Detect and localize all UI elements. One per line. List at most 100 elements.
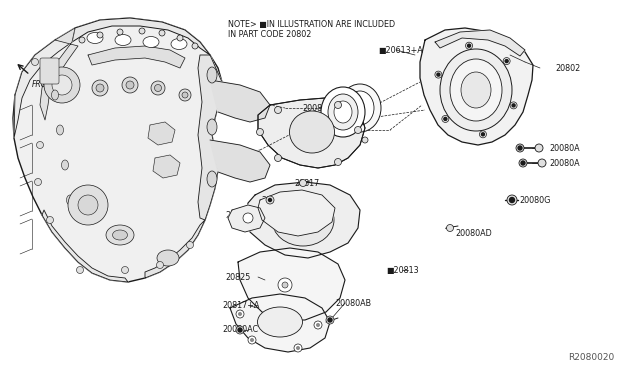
Circle shape bbox=[282, 282, 288, 288]
Polygon shape bbox=[258, 98, 365, 168]
Text: 20080B: 20080B bbox=[225, 211, 255, 219]
Circle shape bbox=[77, 266, 83, 273]
Circle shape bbox=[236, 326, 244, 334]
Text: ■20813: ■20813 bbox=[386, 266, 419, 275]
Text: 20080H: 20080H bbox=[302, 103, 333, 112]
Polygon shape bbox=[230, 294, 330, 352]
Circle shape bbox=[355, 126, 362, 134]
Circle shape bbox=[316, 323, 320, 327]
Circle shape bbox=[447, 224, 454, 231]
Ellipse shape bbox=[257, 307, 303, 337]
Circle shape bbox=[182, 92, 188, 98]
Polygon shape bbox=[153, 155, 180, 178]
Circle shape bbox=[44, 67, 80, 103]
Circle shape bbox=[236, 310, 244, 318]
Text: 20817: 20817 bbox=[294, 179, 319, 187]
Circle shape bbox=[31, 58, 38, 65]
Text: R2080020: R2080020 bbox=[568, 353, 614, 362]
Circle shape bbox=[519, 159, 527, 167]
Circle shape bbox=[68, 185, 108, 225]
Circle shape bbox=[362, 137, 368, 143]
Ellipse shape bbox=[207, 171, 217, 187]
Circle shape bbox=[122, 266, 129, 273]
Circle shape bbox=[275, 106, 282, 113]
Ellipse shape bbox=[450, 59, 502, 121]
Polygon shape bbox=[420, 28, 533, 145]
Circle shape bbox=[296, 346, 300, 350]
Circle shape bbox=[157, 262, 163, 269]
Polygon shape bbox=[148, 122, 175, 145]
Ellipse shape bbox=[207, 119, 217, 135]
Polygon shape bbox=[210, 140, 270, 182]
Circle shape bbox=[78, 195, 98, 215]
Circle shape bbox=[238, 328, 242, 332]
Text: 20080AF: 20080AF bbox=[261, 196, 296, 205]
Circle shape bbox=[179, 89, 191, 101]
Text: 20080AB: 20080AB bbox=[335, 298, 371, 308]
Text: 20080A: 20080A bbox=[549, 158, 580, 167]
Text: 20817+A: 20817+A bbox=[222, 301, 259, 311]
Circle shape bbox=[238, 312, 242, 316]
Text: 20080G: 20080G bbox=[519, 196, 550, 205]
Circle shape bbox=[126, 81, 134, 89]
Text: IN PART CODE 20802: IN PART CODE 20802 bbox=[228, 30, 312, 39]
Circle shape bbox=[335, 158, 342, 166]
Circle shape bbox=[510, 102, 517, 109]
Ellipse shape bbox=[339, 84, 381, 132]
Circle shape bbox=[151, 81, 165, 95]
Polygon shape bbox=[210, 80, 270, 122]
Circle shape bbox=[335, 102, 342, 109]
Circle shape bbox=[503, 58, 510, 65]
Circle shape bbox=[250, 338, 254, 342]
Ellipse shape bbox=[328, 94, 358, 130]
Circle shape bbox=[192, 43, 198, 49]
Circle shape bbox=[122, 77, 138, 93]
Ellipse shape bbox=[321, 87, 365, 137]
Text: ■20613+A: ■20613+A bbox=[378, 45, 423, 55]
Ellipse shape bbox=[56, 125, 63, 135]
Polygon shape bbox=[72, 18, 210, 55]
Text: 20825: 20825 bbox=[225, 273, 250, 282]
Circle shape bbox=[47, 217, 54, 224]
Circle shape bbox=[435, 71, 442, 78]
Circle shape bbox=[465, 42, 472, 49]
Circle shape bbox=[516, 144, 524, 152]
Circle shape bbox=[300, 180, 307, 186]
Ellipse shape bbox=[440, 49, 512, 131]
Circle shape bbox=[35, 179, 42, 186]
Circle shape bbox=[535, 144, 543, 152]
Circle shape bbox=[479, 131, 486, 138]
Text: 20080AC: 20080AC bbox=[222, 326, 258, 334]
Polygon shape bbox=[42, 210, 128, 282]
Polygon shape bbox=[238, 248, 345, 320]
Polygon shape bbox=[40, 28, 78, 120]
Circle shape bbox=[275, 154, 282, 161]
Ellipse shape bbox=[461, 72, 491, 108]
Ellipse shape bbox=[113, 230, 127, 240]
Circle shape bbox=[177, 35, 183, 41]
Polygon shape bbox=[228, 205, 265, 232]
Circle shape bbox=[314, 321, 322, 329]
Polygon shape bbox=[245, 182, 360, 258]
Circle shape bbox=[328, 318, 332, 322]
Circle shape bbox=[36, 141, 44, 148]
FancyBboxPatch shape bbox=[40, 58, 59, 84]
Circle shape bbox=[97, 32, 103, 38]
Circle shape bbox=[444, 118, 447, 121]
Circle shape bbox=[505, 60, 508, 62]
Circle shape bbox=[512, 104, 515, 107]
Circle shape bbox=[538, 159, 546, 167]
Circle shape bbox=[186, 241, 193, 248]
Circle shape bbox=[509, 198, 515, 202]
Circle shape bbox=[507, 195, 517, 205]
Circle shape bbox=[266, 196, 274, 204]
Ellipse shape bbox=[51, 90, 58, 100]
Ellipse shape bbox=[207, 67, 217, 83]
Ellipse shape bbox=[143, 36, 159, 48]
Circle shape bbox=[92, 80, 108, 96]
Polygon shape bbox=[14, 28, 75, 138]
Circle shape bbox=[521, 161, 525, 165]
Circle shape bbox=[79, 37, 85, 43]
Ellipse shape bbox=[157, 250, 179, 266]
Circle shape bbox=[518, 146, 522, 150]
